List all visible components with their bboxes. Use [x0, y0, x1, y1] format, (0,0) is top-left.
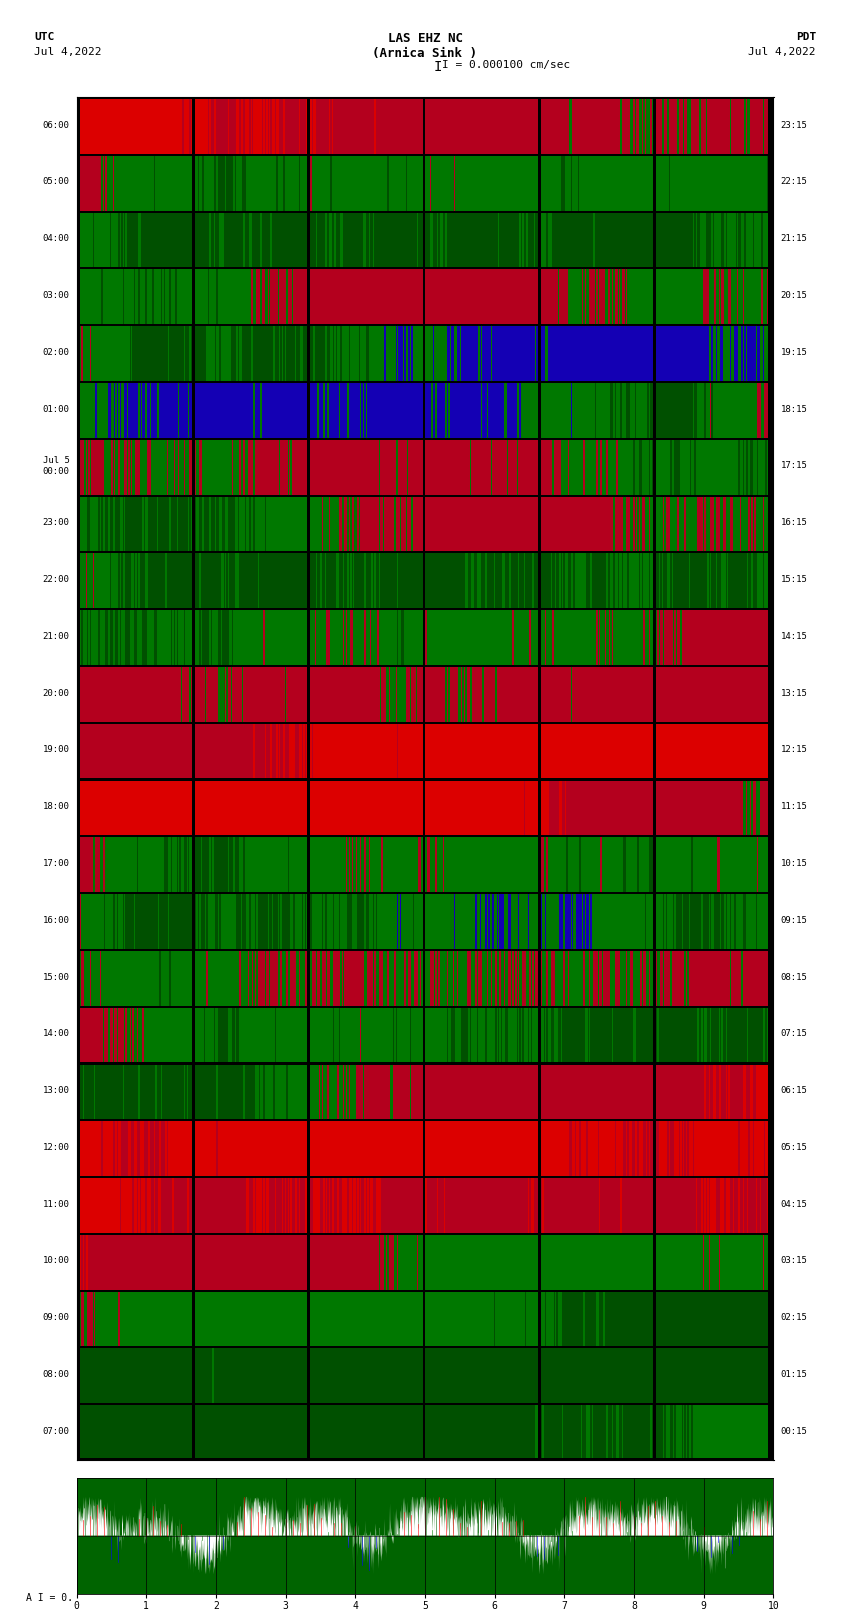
Text: 11:00: 11:00 — [42, 1200, 70, 1208]
Text: 22:15: 22:15 — [780, 177, 808, 187]
Text: Jul 4,2022: Jul 4,2022 — [749, 47, 816, 56]
Text: 11:15: 11:15 — [780, 802, 808, 811]
Text: 18:15: 18:15 — [780, 405, 808, 413]
Text: I = 0.000100 cm/sec: I = 0.000100 cm/sec — [442, 60, 570, 69]
Text: 00:15: 00:15 — [780, 1428, 808, 1436]
Text: 17:15: 17:15 — [780, 461, 808, 471]
Text: 23:00: 23:00 — [42, 518, 70, 527]
Text: 20:15: 20:15 — [780, 290, 808, 300]
Text: 18:00: 18:00 — [42, 802, 70, 811]
Text: 15:15: 15:15 — [780, 574, 808, 584]
Text: 07:15: 07:15 — [780, 1029, 808, 1039]
Text: 19:15: 19:15 — [780, 348, 808, 356]
Text: 16:15: 16:15 — [780, 518, 808, 527]
Text: 20:00: 20:00 — [42, 689, 70, 697]
Text: 12:15: 12:15 — [780, 745, 808, 755]
Text: 04:15: 04:15 — [780, 1200, 808, 1208]
Text: 05:15: 05:15 — [780, 1144, 808, 1152]
Text: 08:00: 08:00 — [42, 1369, 70, 1379]
Text: 03:00: 03:00 — [42, 290, 70, 300]
Text: UTC: UTC — [34, 32, 54, 42]
Text: 01:15: 01:15 — [780, 1369, 808, 1379]
Text: 03:15: 03:15 — [780, 1257, 808, 1266]
Text: 06:00: 06:00 — [42, 121, 70, 129]
Text: 05:00: 05:00 — [42, 177, 70, 187]
Text: 21:15: 21:15 — [780, 234, 808, 244]
Text: 04:00: 04:00 — [42, 234, 70, 244]
Text: 07:00: 07:00 — [42, 1428, 70, 1436]
Text: 06:15: 06:15 — [780, 1086, 808, 1095]
Text: 10:00: 10:00 — [42, 1257, 70, 1266]
Text: 02:00: 02:00 — [42, 348, 70, 356]
Text: 02:15: 02:15 — [780, 1313, 808, 1323]
Text: 21:00: 21:00 — [42, 632, 70, 640]
Text: 19:00: 19:00 — [42, 745, 70, 755]
Text: 09:00: 09:00 — [42, 1313, 70, 1323]
Text: 10:15: 10:15 — [780, 860, 808, 868]
Text: I: I — [434, 60, 442, 74]
Text: 14:00: 14:00 — [42, 1029, 70, 1039]
Text: PDT: PDT — [796, 32, 816, 42]
Text: (Arnica Sink ): (Arnica Sink ) — [372, 47, 478, 60]
Text: Jul 4,2022: Jul 4,2022 — [34, 47, 101, 56]
Text: 13:15: 13:15 — [780, 689, 808, 697]
Text: 16:00: 16:00 — [42, 916, 70, 924]
Text: 22:00: 22:00 — [42, 574, 70, 584]
Text: 23:15: 23:15 — [780, 121, 808, 129]
Text: 08:15: 08:15 — [780, 973, 808, 982]
Text: 12:00: 12:00 — [42, 1144, 70, 1152]
Text: LAS EHZ NC: LAS EHZ NC — [388, 32, 462, 45]
Text: 14:15: 14:15 — [780, 632, 808, 640]
Text: A I = 0.: A I = 0. — [26, 1594, 72, 1603]
Text: 17:00: 17:00 — [42, 860, 70, 868]
Text: 13:00: 13:00 — [42, 1086, 70, 1095]
Text: 15:00: 15:00 — [42, 973, 70, 982]
Text: 09:15: 09:15 — [780, 916, 808, 924]
Text: Jul 5
00:00: Jul 5 00:00 — [42, 456, 70, 476]
Text: 01:00: 01:00 — [42, 405, 70, 413]
